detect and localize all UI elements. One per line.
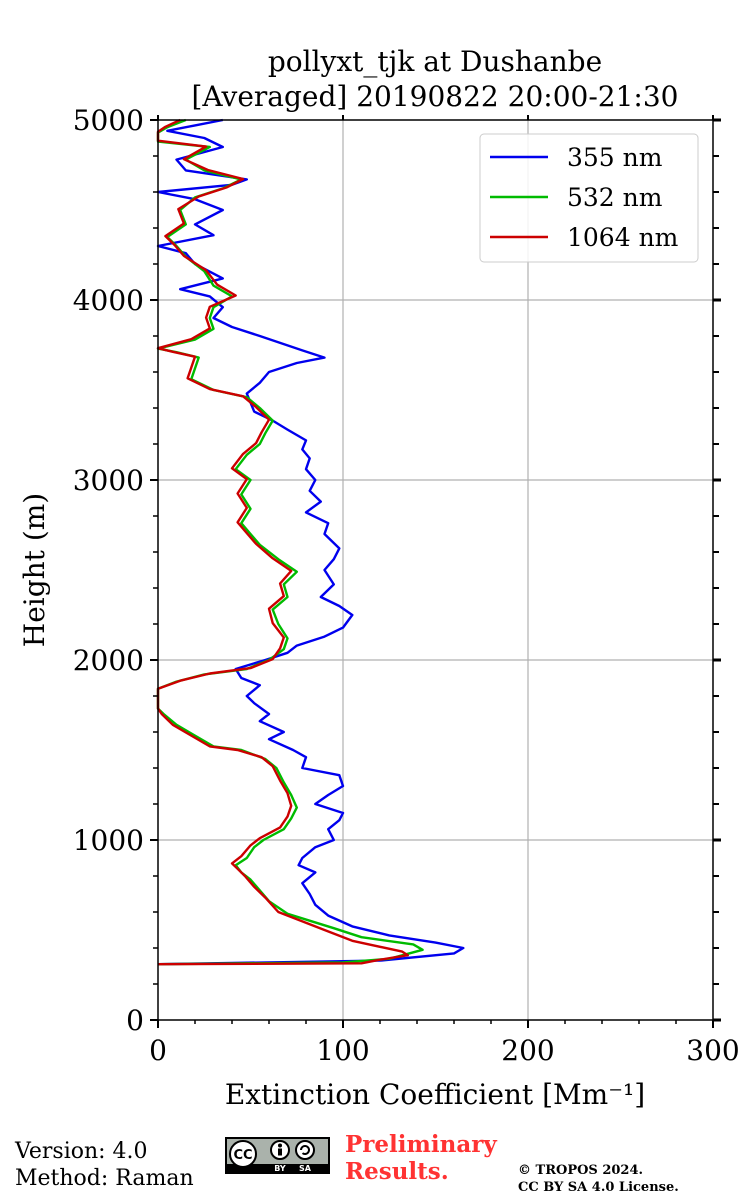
legend-label: 355 nm [567, 143, 663, 172]
x-axis-label: Extinction Coefficient [Mm⁻¹] [225, 1078, 645, 1111]
by-text: BY [274, 1164, 286, 1173]
cc-logo-text: CC [233, 1148, 252, 1163]
method-text: Method: Raman [15, 1166, 194, 1191]
sa-text: SA [299, 1164, 312, 1173]
legend-label: 532 nm [567, 183, 663, 212]
sa-icon [295, 1140, 315, 1160]
chart-title: pollyxt_tjk at Dushanbe [268, 45, 602, 78]
plot-frame [157, 119, 714, 1021]
series-line-532-nm [156, 118, 424, 966]
x-tick-label: 100 [316, 1034, 369, 1067]
y-tick-label: 2000 [73, 644, 144, 677]
y-tick-label: 5000 [73, 104, 144, 137]
cc-logo-icon [229, 1140, 257, 1168]
copyright-line2: CC BY SA 4.0 License. [518, 1180, 679, 1195]
legend-box [479, 133, 699, 263]
version-text: Version: 4.0 [15, 1139, 148, 1164]
copyright-line1: © TROPOS 2024. [518, 1163, 644, 1178]
y-tick-label: 0 [126, 1004, 144, 1037]
series-line-1064-nm [156, 118, 409, 966]
preliminary-results-line1: Preliminary [345, 1131, 497, 1158]
y-tick-label: 3000 [73, 464, 144, 497]
y-axis-label: Height (m) [18, 493, 51, 647]
x-tick-label: 0 [149, 1034, 167, 1067]
preliminary-results-line2: Results. [345, 1158, 449, 1185]
series-group [156, 118, 465, 966]
y-tick-label: 4000 [73, 284, 144, 317]
legend-label: 1064 nm [567, 223, 679, 252]
series-line-355-nm [156, 118, 465, 966]
cc-license-badge: CC BY SA [225, 1137, 330, 1174]
legend: 355 nm 532 nm 1064 nm [479, 133, 699, 263]
x-tick-label: 200 [501, 1034, 554, 1067]
y-tick-label: 1000 [73, 824, 144, 857]
x-tick-label: 300 [686, 1034, 739, 1067]
chart-subtitle: [Averaged] 20190822 20:00-21:30 [192, 80, 679, 113]
